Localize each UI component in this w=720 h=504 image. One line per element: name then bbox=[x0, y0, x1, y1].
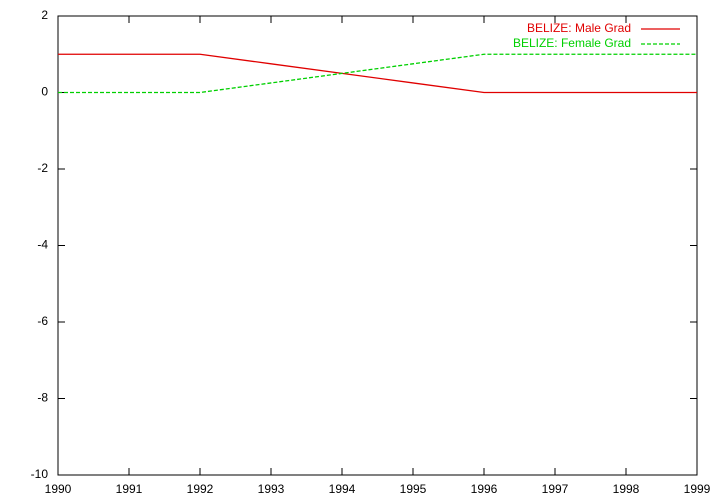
y-tick-label: 0 bbox=[41, 85, 48, 99]
line-series bbox=[58, 53, 697, 94]
x-tick-label: 1992 bbox=[187, 482, 214, 496]
y-tick-label: -6 bbox=[37, 314, 48, 328]
y-tick-label: -10 bbox=[31, 467, 49, 481]
line-series bbox=[58, 53, 697, 94]
x-tick-label: 1991 bbox=[116, 482, 143, 496]
y-tick-label: -2 bbox=[37, 161, 48, 175]
x-tick-label: 1994 bbox=[329, 482, 356, 496]
y-tick-label: -8 bbox=[37, 391, 48, 405]
plot-border bbox=[57, 15, 698, 476]
x-tick-label: 1999 bbox=[684, 482, 711, 496]
y-tick-label: 2 bbox=[41, 8, 48, 22]
x-tick-label: 1997 bbox=[542, 482, 569, 496]
legend-label: BELIZE: Female Grad bbox=[513, 36, 631, 50]
y-tick-label: -4 bbox=[37, 238, 48, 252]
x-tick-label: 1990 bbox=[45, 482, 72, 496]
x-tick-label: 1998 bbox=[613, 482, 640, 496]
x-tick-label: 1996 bbox=[471, 482, 498, 496]
x-tick-label: 1993 bbox=[258, 482, 285, 496]
x-tick-label: 1995 bbox=[400, 482, 427, 496]
legend-label: BELIZE: Male Grad bbox=[527, 21, 631, 35]
